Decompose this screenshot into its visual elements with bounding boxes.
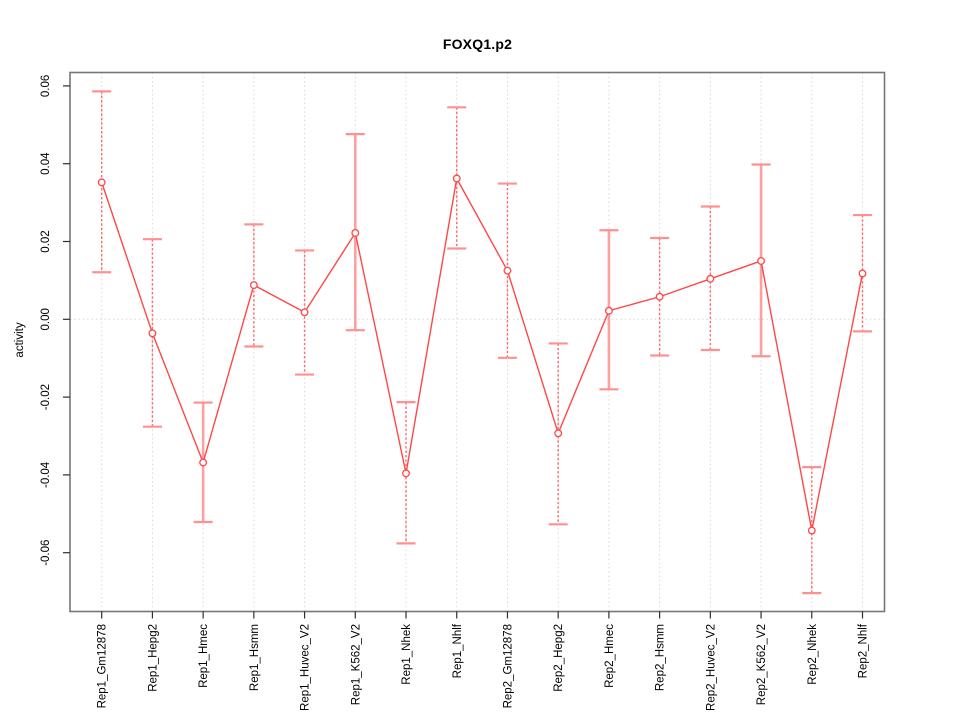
y-axis-label: activity — [14, 322, 26, 358]
x-tick-label: Rep1_Huvec_V2 — [300, 624, 312, 711]
chart-title: FOXQ1.p2 — [442, 36, 513, 52]
x-tick-label: Rep2_K562_V2 — [756, 624, 768, 705]
data-point-Rep2_Hsmm — [655, 292, 664, 301]
data-point-Rep2_Hepg2 — [554, 429, 563, 438]
x-tick-label: Rep2_Hepg2 — [553, 624, 565, 692]
x-tick-label: Rep2_Hmec — [604, 624, 616, 688]
data-point-Rep1_Nhlf — [452, 174, 461, 183]
data-point-Rep2_Nhek — [807, 526, 816, 535]
data-point-Rep1_Huvec_V2 — [300, 308, 309, 317]
x-tick-label: Rep2_Gm12878 — [502, 624, 514, 708]
y-tick-label: -0.06 — [40, 540, 52, 566]
x-tick-label: Rep1_Nhlf — [452, 623, 464, 678]
x-tick-label: Rep1_Hepg2 — [147, 624, 159, 692]
x-tick-label: Rep2_Nhlf — [858, 623, 870, 678]
data-point-Rep2_Nhlf — [858, 269, 867, 278]
x-tick-label: Rep2_Nhek — [807, 624, 819, 685]
data-point-Rep1_K562_V2 — [351, 228, 360, 237]
data-point-Rep1_Hmec — [199, 458, 208, 467]
data-point-Rep1_Nhek — [402, 469, 410, 478]
data-point-Rep1_Hsmm — [249, 281, 258, 290]
plot-frame — [69, 71, 886, 613]
data-point-Rep2_Huvec_V2 — [706, 274, 715, 283]
data-point-Rep2_Hmec — [604, 306, 613, 315]
x-tick-label: Rep2_Hsmm — [655, 624, 667, 691]
data-point-Rep1_Gm12878 — [97, 178, 106, 187]
y-tick-label: 0.00 — [40, 308, 52, 330]
x-tick-label: Rep1_Hsmm — [249, 624, 261, 691]
data-point-Rep2_Gm12878 — [503, 266, 512, 275]
data-point-Rep2_K562_V2 — [757, 257, 766, 265]
x-tick-label: Rep2_Huvec_V2 — [705, 624, 717, 711]
x-tick-label: Rep1_K562_V2 — [350, 624, 362, 705]
data-point-Rep1_Hepg2 — [148, 329, 157, 338]
series-line — [101, 177, 864, 532]
y-tick-label: 0.06 — [40, 75, 52, 97]
x-tick-label: Rep1_Nhek — [401, 624, 413, 685]
y-tick-label: 0.02 — [40, 230, 52, 252]
y-tick-label: -0.04 — [40, 461, 52, 488]
y-tick-label: -0.02 — [40, 384, 52, 410]
x-tick-label: Rep1_Hmec — [198, 624, 210, 688]
y-tick-label: 0.04 — [40, 152, 52, 175]
x-tick-label: Rep1_Gm12878 — [97, 624, 109, 708]
